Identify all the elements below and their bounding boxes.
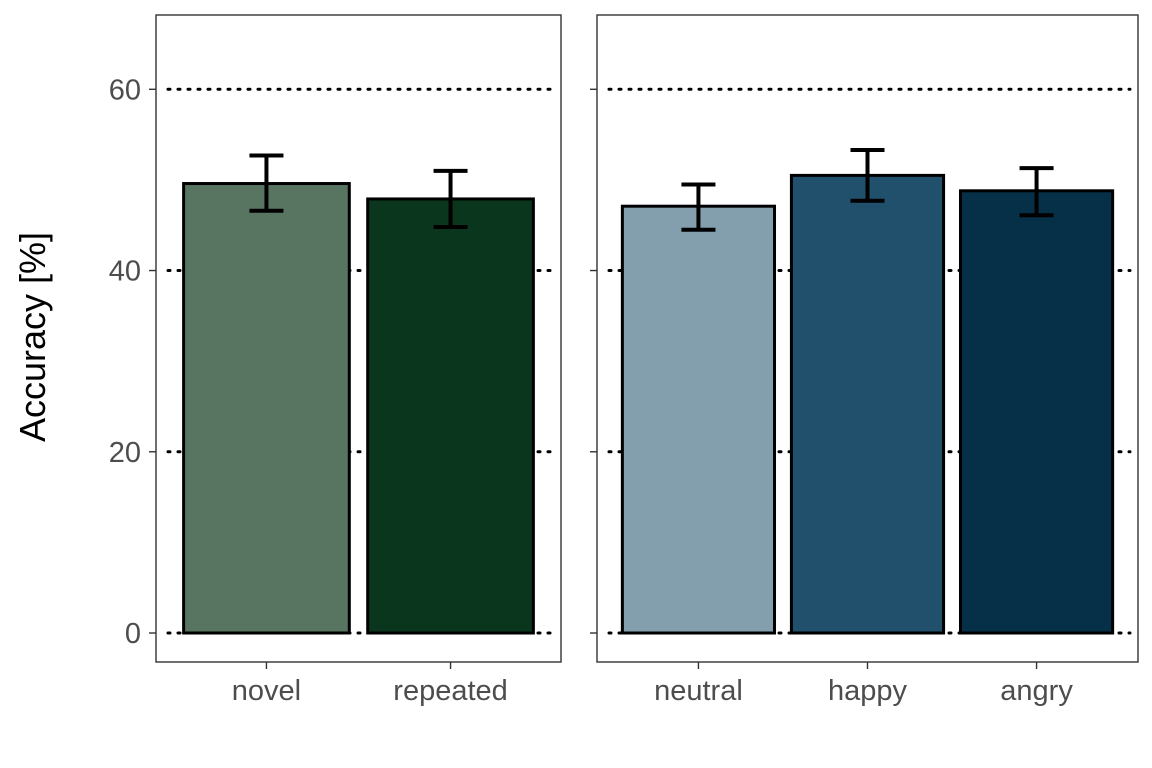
panel-2: neutral happy angry [590, 14, 1139, 707]
panel-1: novel repeated [149, 14, 562, 707]
chart-panels: novel repeated neutral happy angry 0 20 40 60 [109, 14, 1139, 707]
bar-neutral [620, 204, 777, 635]
bar-happy [789, 173, 946, 635]
y-tick-label-40: 40 [109, 256, 141, 288]
panel-border [155, 14, 562, 663]
x-tick-label-angry: angry [1000, 675, 1073, 707]
x-tick-label-repeated: repeated [393, 675, 508, 707]
y-axis-title: Accuracy [%] [12, 232, 53, 442]
y-tick-label-20: 20 [109, 437, 141, 469]
panel-border [596, 14, 1139, 663]
y-tick-label-60: 60 [109, 74, 141, 106]
bar-angry [958, 189, 1115, 635]
y-axis-labels: 0 20 40 60 [109, 74, 141, 650]
x-tick-label-neutral: neutral [654, 675, 743, 707]
bar-novel [182, 182, 351, 635]
x-tick-label-novel: novel [232, 675, 301, 707]
x-tick-label-happy: happy [828, 675, 908, 707]
y-tick-label-0: 0 [125, 618, 141, 650]
bar-repeated [366, 197, 535, 635]
